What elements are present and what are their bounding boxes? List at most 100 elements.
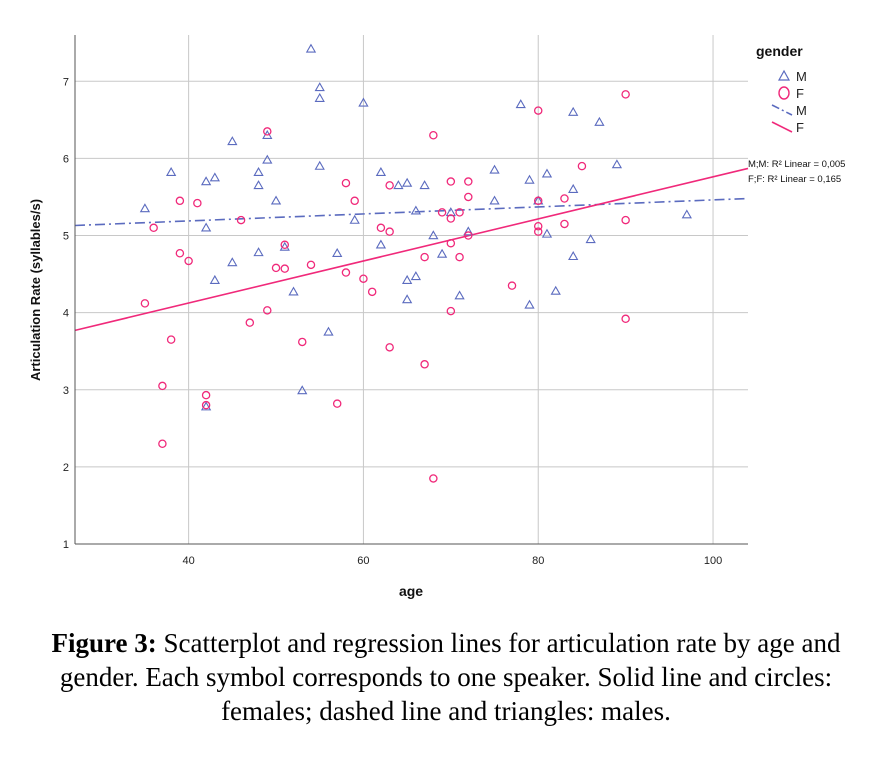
point-male — [419, 180, 430, 190]
point-male — [253, 166, 264, 176]
point-female — [385, 227, 394, 236]
point-female — [621, 215, 630, 225]
point-male — [288, 286, 299, 296]
point-male — [209, 172, 220, 182]
point-female — [507, 281, 517, 290]
point-male — [410, 271, 422, 281]
point-male — [279, 241, 290, 251]
point-female — [350, 196, 359, 206]
point-male — [200, 176, 212, 186]
point-male — [436, 248, 448, 258]
point-female — [193, 198, 202, 208]
point-male — [489, 195, 500, 205]
point-female — [201, 400, 211, 410]
tick-labels: 40 60 80 100 1 2 3 4 5 6 7 — [63, 76, 722, 567]
point-male — [410, 205, 422, 215]
x-tick-label: 80 — [532, 555, 544, 567]
fit-line-m — [74, 197, 749, 227]
point-female — [621, 90, 630, 99]
point-female — [533, 196, 543, 206]
point-male — [375, 239, 387, 249]
legend-line-m — [771, 104, 793, 116]
x-tick-label: 100 — [704, 555, 722, 567]
point-female — [420, 252, 429, 262]
point-male — [227, 257, 238, 267]
y-tick-label: 3 — [63, 385, 69, 397]
point-female — [280, 240, 290, 250]
point-male — [262, 154, 273, 164]
point-female — [367, 287, 377, 297]
point-male — [227, 136, 238, 146]
point-male — [524, 299, 535, 309]
point-male — [428, 230, 439, 240]
point-male — [681, 209, 692, 219]
point-female — [263, 127, 272, 136]
point-male — [332, 247, 343, 257]
point-male — [253, 180, 264, 190]
annotation-m: M;M: R² Linear = 0,005 — [748, 159, 845, 170]
point-male — [314, 160, 325, 170]
point-female — [455, 208, 464, 217]
point-female — [533, 227, 543, 236]
regression-lines — [74, 167, 749, 332]
point-female — [271, 263, 281, 273]
point-male — [454, 290, 465, 300]
point-female — [464, 177, 473, 186]
point-male — [568, 183, 579, 193]
legend-label: M — [796, 69, 807, 84]
point-male — [375, 166, 387, 176]
point-male — [463, 226, 474, 236]
point-male — [541, 228, 553, 238]
figure-caption: Figure 3: Scatterplot and regression lin… — [20, 626, 872, 728]
caption-text: Scatterplot and regression lines for art… — [59, 628, 841, 726]
point-female — [140, 299, 150, 308]
point-male — [401, 294, 413, 304]
point-male — [305, 43, 317, 53]
data-points — [139, 43, 692, 483]
point-female — [446, 306, 456, 316]
fit-line-f — [74, 167, 749, 332]
point-female — [429, 474, 438, 483]
legend-line-f — [771, 121, 793, 133]
point-male — [358, 97, 369, 107]
y-tick-label: 7 — [63, 76, 69, 88]
point-female — [560, 219, 569, 229]
point-female — [341, 178, 351, 188]
point-female — [359, 274, 368, 283]
gridlines — [75, 35, 748, 544]
point-female — [245, 318, 255, 327]
point-male — [515, 99, 526, 109]
point-male — [323, 326, 334, 336]
point-male — [349, 214, 360, 224]
point-female — [385, 343, 394, 352]
point-female — [577, 161, 587, 171]
point-male — [568, 106, 579, 116]
point-female — [341, 268, 351, 277]
point-female — [376, 223, 386, 233]
legend-marker-m — [777, 69, 791, 81]
annotation-f: F;F: R² Linear = 0,165 — [748, 174, 841, 185]
point-female — [158, 381, 167, 391]
x-tick-label: 60 — [357, 555, 369, 567]
legend-marker-f — [778, 86, 790, 100]
point-male — [489, 164, 500, 174]
point-male — [270, 195, 282, 205]
point-female — [621, 314, 630, 324]
legend-label: M — [796, 103, 807, 118]
point-female — [166, 335, 176, 344]
x-tick-label: 40 — [182, 555, 194, 567]
point-female — [385, 181, 394, 190]
point-male — [524, 174, 535, 184]
legend-title: gender — [756, 43, 803, 59]
point-female — [455, 252, 464, 262]
caption-label: Figure 3: — [51, 628, 157, 658]
r-squared-annotations: M;M: R² Linear = 0,005 F;F: R² Linear = … — [748, 159, 845, 185]
legend-label: F — [796, 86, 804, 101]
point-female — [280, 264, 290, 273]
point-female — [297, 337, 307, 347]
scatter-chart: 40 60 80 100 1 2 3 4 5 6 7 age Articulation Rate (… — [28, 35, 845, 599]
point-male — [314, 82, 325, 92]
point-female — [184, 256, 193, 266]
y-tick-label: 6 — [63, 153, 69, 165]
